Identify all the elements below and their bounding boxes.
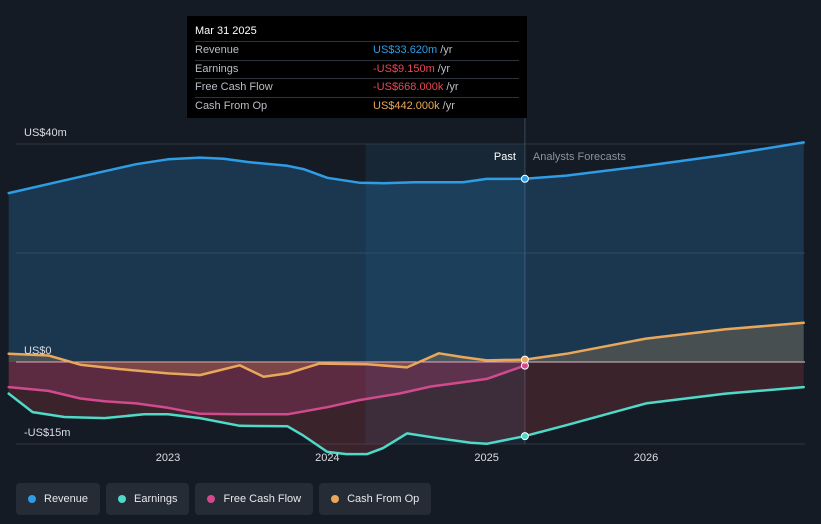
line-earnings	[7, 385, 805, 456]
tooltip-row-earnings: Earnings -US$9.150m /yr	[195, 59, 519, 79]
legend-item-earnings[interactable]: Earnings	[106, 483, 190, 515]
x-tick-label: 2024	[315, 452, 339, 464]
tooltip-label: Revenue	[195, 44, 240, 56]
line-cash-from-op	[7, 321, 805, 378]
area-free-cash-flow	[8, 362, 525, 415]
legend-dot-icon	[118, 495, 127, 503]
tooltip-unit: /yr	[437, 62, 450, 75]
tooltip-value: US$442.000k	[373, 99, 440, 112]
x-tick-label: 2026	[634, 452, 658, 464]
forecast-start-markers	[520, 174, 529, 441]
tooltip-value: -US$9.150m	[373, 62, 435, 75]
series-lines	[7, 141, 805, 456]
y-tick-label: -US$15m	[24, 427, 70, 439]
legend-item-free-cash-flow[interactable]: Free Cash Flow	[195, 483, 314, 515]
marker-earnings	[520, 432, 529, 441]
legend-dot-icon	[207, 495, 216, 503]
legend-dot-icon	[28, 495, 36, 503]
legend-label: Earnings	[134, 493, 178, 505]
tooltip-label: Cash From Op	[195, 99, 268, 112]
line-free-cash-flow	[7, 364, 527, 416]
legend-label: Revenue	[44, 493, 89, 505]
axis-labels: US$40m US$0 -US$15m 2023 2024 2025 2026 Past Ana…	[24, 127, 658, 464]
forecast-label: Analysts Forecasts	[533, 151, 626, 163]
tooltip-row-cash-from-op: Cash From Op US$442.000k /yr	[195, 96, 519, 116]
legend-item-cash-from-op[interactable]: Cash From Op	[319, 483, 432, 515]
y-tick-label: US$40m	[24, 127, 67, 139]
x-tick-label: 2023	[156, 452, 180, 464]
tooltip: Mar 31 2025 Revenue US$33.620m /yr Earni…	[187, 16, 527, 118]
legend-dot-icon	[331, 495, 340, 503]
tooltip-date: Mar 31 2025	[195, 25, 257, 37]
series-areas	[8, 142, 804, 455]
tooltip-label: Free Cash Flow	[195, 81, 273, 93]
tooltip-row-free-cash-flow: Free Cash Flow -US$668.000k /yr	[195, 78, 519, 97]
marker-cash-from-op	[520, 355, 529, 364]
x-tick-label: 2025	[474, 452, 498, 464]
legend-label: Free Cash Flow	[223, 493, 302, 505]
past-label: Past	[494, 151, 516, 163]
y-tick-label: US$0	[24, 345, 52, 357]
tooltip-label: Earnings	[195, 62, 239, 75]
legend-item-revenue[interactable]: Revenue	[16, 483, 101, 515]
tooltip-value: US$33.620m	[373, 44, 438, 56]
area-revenue	[8, 142, 804, 362]
legend-label: Cash From Op	[347, 493, 420, 505]
area-cash-from-op	[8, 322, 804, 377]
legend: Revenue Earnings Free Cash Flow Cash Fro…	[16, 483, 432, 515]
tooltip-unit: /yr	[442, 99, 455, 112]
tooltip-unit: /yr	[446, 81, 459, 93]
line-revenue	[7, 141, 805, 195]
tooltip-row-revenue: Revenue US$33.620m /yr	[195, 41, 519, 60]
marker-revenue	[520, 174, 529, 183]
tooltip-value: -US$668.000k	[373, 81, 444, 93]
tooltip-unit: /yr	[440, 44, 453, 56]
area-earnings	[8, 362, 804, 455]
